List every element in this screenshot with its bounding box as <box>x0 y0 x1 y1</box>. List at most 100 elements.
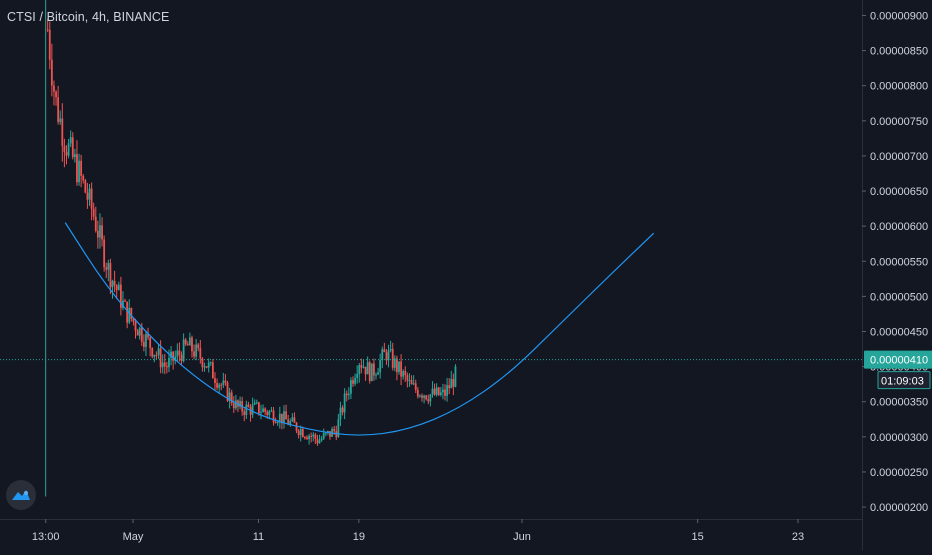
candle <box>419 394 421 398</box>
candle <box>427 394 430 405</box>
candle <box>122 291 124 311</box>
candle <box>105 262 108 279</box>
candle <box>377 367 379 375</box>
candle <box>124 298 126 302</box>
candle <box>199 339 202 364</box>
candle <box>203 362 206 372</box>
candle <box>289 418 292 427</box>
candle <box>291 413 294 423</box>
candle <box>245 400 248 419</box>
candle <box>94 206 97 233</box>
candle <box>398 361 400 375</box>
candle <box>375 372 377 380</box>
candle <box>400 354 402 386</box>
candle <box>195 338 198 361</box>
candle <box>280 413 283 430</box>
candle <box>172 351 175 370</box>
y-tick-label: 0.00000450 <box>870 326 928 338</box>
candle <box>99 213 101 249</box>
candle <box>113 270 116 293</box>
x-tick-label: 13:00 <box>32 531 60 543</box>
candle <box>414 379 417 393</box>
candle <box>408 373 411 387</box>
candle <box>138 326 141 340</box>
candle <box>387 344 390 368</box>
candle <box>151 347 154 359</box>
candle <box>283 405 285 429</box>
candle <box>50 43 53 97</box>
candle <box>381 346 384 369</box>
candle <box>119 276 122 316</box>
candle <box>345 390 348 402</box>
candle <box>232 396 235 413</box>
candle <box>184 338 187 347</box>
svg-text:0.00000410: 0.00000410 <box>870 355 928 367</box>
x-tick-label: 11 <box>253 531 264 543</box>
candle <box>297 429 300 439</box>
symbol-title[interactable]: CTSI / Bitcoin, 4h, BINANCE <box>7 10 170 24</box>
tradingview-logo-icon[interactable] <box>6 480 36 510</box>
candle <box>306 435 308 440</box>
candle <box>237 399 239 413</box>
candle <box>128 299 131 325</box>
candle <box>364 366 367 381</box>
candle <box>63 138 66 168</box>
candle <box>257 401 260 416</box>
y-tick-label: 0.00000550 <box>870 256 928 268</box>
candle <box>134 318 137 339</box>
candle <box>452 373 455 396</box>
candle <box>65 145 68 165</box>
candle <box>115 284 118 300</box>
candle <box>352 376 354 387</box>
candle <box>320 435 323 442</box>
candle <box>310 432 313 443</box>
candle <box>370 363 373 382</box>
candle <box>73 148 76 163</box>
candle <box>101 217 103 247</box>
candle <box>149 336 152 357</box>
candle <box>295 421 298 434</box>
candle <box>450 370 453 389</box>
candle <box>78 153 80 186</box>
candle <box>157 343 160 359</box>
candle <box>393 355 396 372</box>
candle <box>454 364 457 388</box>
candle <box>360 358 363 374</box>
candle <box>161 354 164 374</box>
candle <box>130 307 133 322</box>
candle <box>301 426 304 438</box>
candle <box>303 436 306 440</box>
candle <box>247 401 250 408</box>
candle <box>163 353 166 375</box>
candle <box>84 178 87 194</box>
candle <box>86 182 89 209</box>
candle <box>182 333 185 363</box>
candle <box>373 358 375 381</box>
overlay-layer <box>0 222 862 436</box>
candle <box>193 344 195 360</box>
candle <box>272 407 275 426</box>
candle <box>312 432 315 442</box>
candle <box>61 103 64 162</box>
candle <box>48 21 51 70</box>
candle <box>322 428 325 440</box>
candle <box>209 361 212 366</box>
candle <box>385 349 388 365</box>
candle <box>178 342 181 362</box>
candle <box>379 353 382 379</box>
candle <box>46 18 49 33</box>
candle <box>402 369 405 380</box>
x-tick-label: 15 <box>692 531 704 543</box>
candle <box>391 342 394 371</box>
candle <box>293 412 296 423</box>
x-tick-label: May <box>123 531 144 543</box>
candle <box>180 351 183 366</box>
candle <box>347 387 350 400</box>
candle <box>260 404 262 420</box>
candle <box>429 393 432 407</box>
x-tick-label: 23 <box>792 531 804 543</box>
candle <box>145 330 147 356</box>
